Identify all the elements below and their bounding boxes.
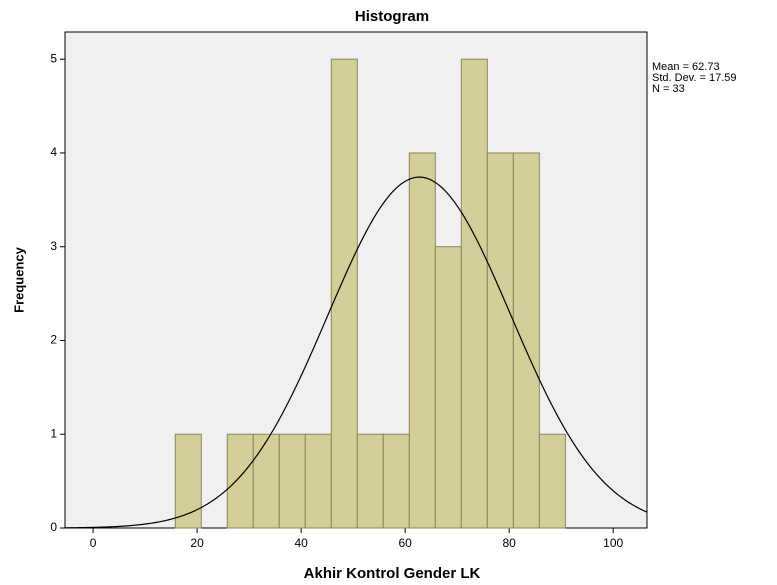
stat-label: Mean = 62.73 [652, 61, 720, 73]
y-tick-label: 5 [50, 51, 57, 65]
bar [278, 433, 306, 529]
stat-label: Std. Dev. = 17.59 [652, 72, 737, 84]
x-tick-label: 40 [294, 536, 308, 550]
x-tick-label: 80 [502, 536, 516, 550]
stat-label: N = 33 [652, 83, 685, 95]
bar [486, 152, 514, 529]
bar [434, 246, 462, 529]
x-tick-label: 60 [398, 536, 412, 550]
bar [226, 433, 254, 529]
bar [356, 433, 384, 529]
bar [408, 152, 436, 529]
x-tick-label: 20 [190, 536, 204, 550]
bar [252, 433, 280, 529]
bar [512, 152, 540, 529]
bar [174, 433, 202, 529]
bar [304, 433, 332, 529]
x-tick-label: 100 [603, 536, 623, 550]
y-tick-label: 0 [50, 520, 57, 534]
bar [382, 433, 410, 529]
bar [460, 58, 488, 529]
y-axis-label: Frequency [11, 246, 26, 313]
chart-title: Histogram [355, 8, 429, 25]
x-axis-label: Akhir Kontrol Gender LK [304, 565, 481, 582]
y-tick-label: 4 [50, 145, 57, 159]
y-tick-label: 3 [50, 239, 57, 253]
bar [538, 433, 566, 529]
bar [330, 58, 358, 529]
x-tick-label: 0 [90, 536, 97, 550]
y-tick-label: 2 [50, 333, 57, 347]
normal-curve [64, 176, 648, 529]
y-tick-label: 1 [50, 426, 57, 440]
